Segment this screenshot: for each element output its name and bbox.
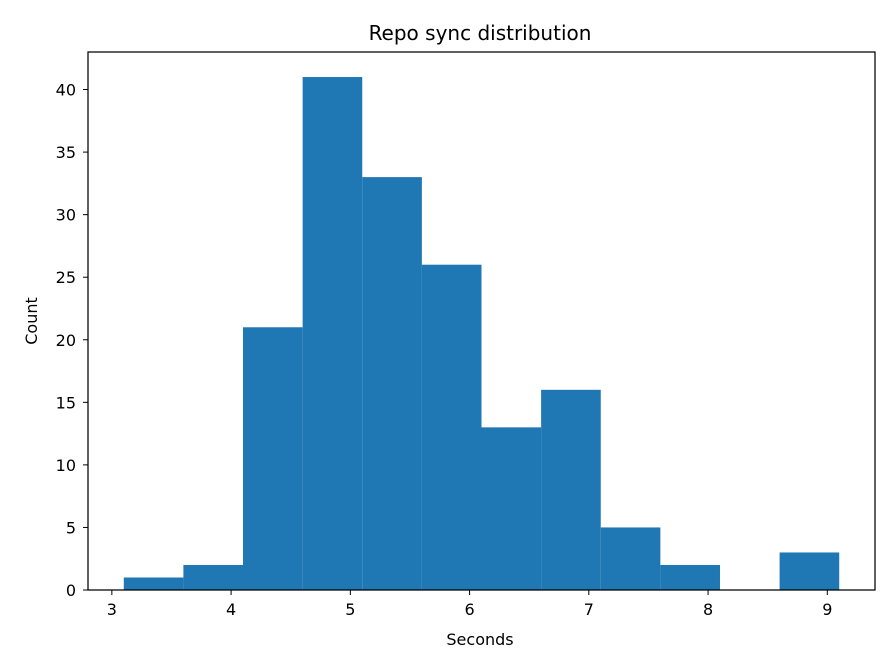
y-tick-label: 0 xyxy=(66,581,76,600)
plot-frame xyxy=(87,51,876,591)
y-tick-label: 30 xyxy=(56,206,76,225)
y-axis-ticks: 0 5 10 15 20 25 30 35 40 xyxy=(56,81,88,600)
histogram-bar xyxy=(302,77,363,590)
histogram-bar xyxy=(541,389,601,590)
y-axis-label: Count xyxy=(22,297,41,345)
histogram-bar xyxy=(362,177,422,590)
histogram-bar xyxy=(421,264,482,590)
y-tick-label: 15 xyxy=(56,393,76,412)
x-tick-label: 3 xyxy=(107,600,117,619)
x-tick-label: 9 xyxy=(822,600,832,619)
histogram-bar xyxy=(600,527,661,590)
y-tick-label: 20 xyxy=(56,331,76,350)
histogram-bar xyxy=(183,564,244,590)
histogram-bar xyxy=(123,577,184,590)
chart-title: Repo sync distribution xyxy=(369,21,592,45)
histogram-bar xyxy=(779,552,840,590)
x-tick-label: 4 xyxy=(226,600,236,619)
x-tick-label: 8 xyxy=(703,600,713,619)
histogram-bar xyxy=(481,427,542,590)
histogram-bar xyxy=(660,564,720,590)
y-tick-label: 25 xyxy=(56,268,76,287)
x-axis-label: Seconds xyxy=(446,630,513,649)
y-tick-label: 5 xyxy=(66,518,76,537)
histogram-bar xyxy=(243,327,303,590)
y-tick-label: 10 xyxy=(56,456,76,475)
y-tick-label: 40 xyxy=(56,81,76,100)
x-axis-ticks: 3 4 5 6 7 8 9 xyxy=(107,590,832,619)
bars-layer xyxy=(123,77,840,590)
x-tick-label: 7 xyxy=(584,600,594,619)
x-tick-label: 6 xyxy=(464,600,474,619)
y-tick-label: 35 xyxy=(56,143,76,162)
x-tick-label: 5 xyxy=(345,600,355,619)
